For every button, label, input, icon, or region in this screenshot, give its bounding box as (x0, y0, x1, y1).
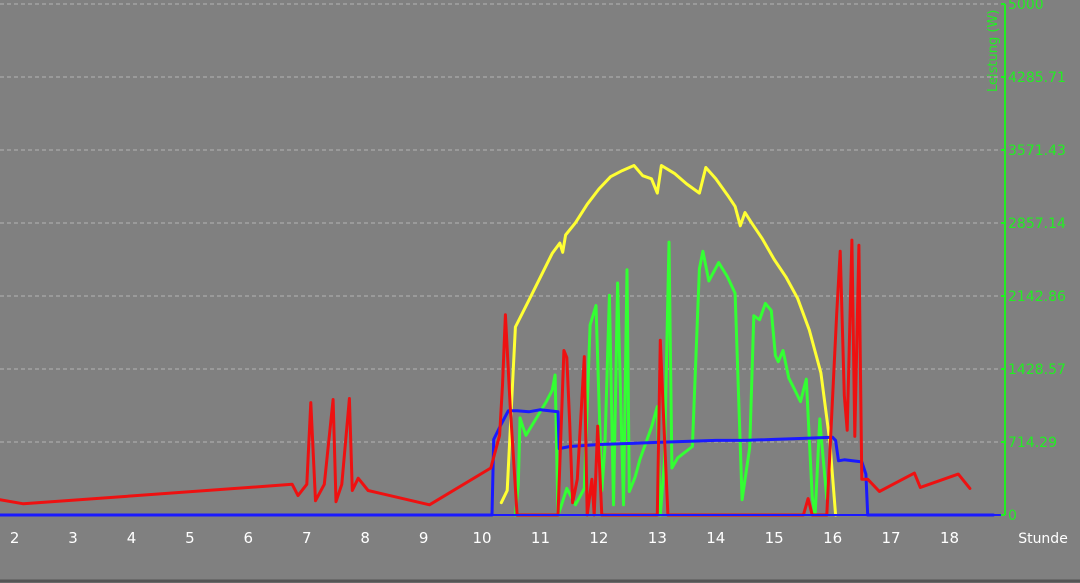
y-tick-label: 2857.14 (1008, 216, 1066, 232)
series-layer (0, 164, 995, 517)
series-line-4 (0, 238, 972, 517)
x-axis-title: Stunde (1018, 531, 1068, 547)
x-tick-label: 12 (589, 529, 608, 547)
x-tick-label: 8 (360, 529, 370, 547)
y-tick-label: 3571.43 (1008, 143, 1066, 159)
y-tick-label: 0 (1008, 508, 1017, 524)
x-tick-label: 14 (706, 529, 725, 547)
x-tick-label: 16 (823, 529, 842, 547)
series-line-1 (499, 164, 838, 517)
x-tick-label: 9 (419, 529, 429, 547)
x-tick-label: 11 (531, 529, 550, 547)
x-tick-label: 17 (882, 529, 901, 547)
x-tick-label: 3 (68, 529, 78, 547)
y-tick-label: 714.29 (1008, 435, 1057, 451)
y-tick-label: 1428.57 (1008, 362, 1066, 378)
x-tick-label: 5 (185, 529, 195, 547)
y-axis-title: Leistung (W) (986, 10, 1001, 92)
axes: 0 714.29 1428.57 2142.86 2857.14 3571.43 4285.… (0, 0, 1068, 547)
x-tick-label: 10 (473, 529, 492, 547)
x-tick-label: 18 (940, 529, 959, 547)
series-line-3 (0, 408, 995, 517)
x-tick-label: 2 (10, 529, 20, 547)
x-tick-label: 7 (302, 529, 312, 547)
y-tick-label: 2142.86 (1008, 289, 1066, 305)
x-tick-label: 15 (765, 529, 784, 547)
y-tick-label: 5000 (1008, 0, 1044, 13)
x-tick-label: 4 (127, 529, 137, 547)
y-tick-label: 4285.71 (1008, 70, 1066, 86)
x-tick-label: 6 (244, 529, 254, 547)
x-tick-label: 13 (648, 529, 667, 547)
